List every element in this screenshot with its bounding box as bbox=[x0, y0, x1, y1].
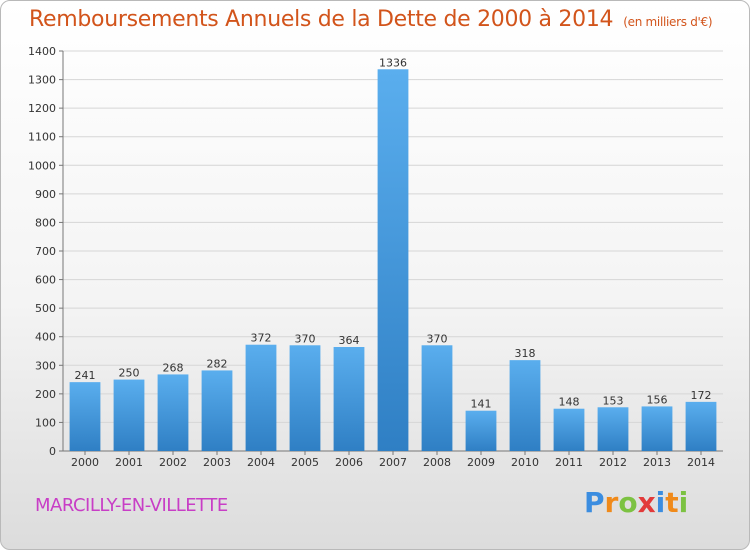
bar bbox=[157, 374, 189, 451]
data-label: 156 bbox=[647, 393, 668, 406]
y-tick-labels: 0 100 200 300 400 500 600 700 800 900 1000 1100 1200… bbox=[28, 45, 56, 458]
y-tick-label: 300 bbox=[35, 359, 56, 372]
data-label: 364 bbox=[339, 334, 360, 347]
data-label: 250 bbox=[119, 367, 140, 380]
bar bbox=[597, 407, 629, 451]
x-tick-label: 2010 bbox=[511, 456, 539, 469]
x-tick-label: 2014 bbox=[687, 456, 715, 469]
bar bbox=[685, 401, 717, 451]
y-tick-label: 900 bbox=[35, 188, 56, 201]
data-label: 1336 bbox=[379, 56, 407, 69]
logo-letter: P bbox=[584, 486, 605, 519]
x-tick-label: 2013 bbox=[643, 456, 671, 469]
bars bbox=[69, 69, 717, 452]
data-label: 148 bbox=[559, 396, 580, 409]
y-tick-label: 1300 bbox=[28, 74, 56, 87]
data-label: 370 bbox=[295, 332, 316, 345]
data-label: 370 bbox=[427, 332, 448, 345]
data-label: 282 bbox=[207, 357, 228, 370]
y-tick-label: 400 bbox=[35, 331, 56, 344]
y-tick-label: 100 bbox=[35, 416, 56, 429]
x-tick-label: 2008 bbox=[423, 456, 451, 469]
data-labels: 241 250 268 282 372 370 364 1336 370 141 318 148 153… bbox=[75, 56, 712, 410]
y-tick-label: 1100 bbox=[28, 131, 56, 144]
chart-unit: (en milliers d'€) bbox=[623, 15, 713, 29]
data-label: 372 bbox=[251, 332, 272, 345]
bar bbox=[553, 408, 585, 451]
data-label: 268 bbox=[163, 361, 184, 374]
x-tick-label: 2005 bbox=[291, 456, 319, 469]
y-tick-label: 0 bbox=[49, 445, 56, 458]
y-tick-label: 800 bbox=[35, 216, 56, 229]
data-label: 153 bbox=[603, 394, 624, 407]
data-label: 318 bbox=[515, 347, 536, 360]
bar bbox=[201, 370, 233, 451]
logo-letter: i bbox=[655, 486, 666, 519]
y-tick-label: 700 bbox=[35, 245, 56, 258]
y-tick-label: 200 bbox=[35, 388, 56, 401]
x-tick-label: 2001 bbox=[115, 456, 143, 469]
y-tick-label: 1200 bbox=[28, 102, 56, 115]
bar bbox=[69, 382, 101, 451]
y-tick-label: 600 bbox=[35, 274, 56, 287]
bar bbox=[333, 347, 365, 451]
bar bbox=[641, 406, 673, 451]
data-label: 241 bbox=[75, 369, 96, 382]
x-tick-label: 2006 bbox=[335, 456, 363, 469]
x-tick-label: 2002 bbox=[159, 456, 187, 469]
logo-letter: r bbox=[604, 486, 619, 519]
data-label: 141 bbox=[471, 398, 492, 411]
chart-title-text: Remboursements Annuels de la Dette de 20… bbox=[29, 7, 614, 32]
logo-letter: x bbox=[637, 486, 656, 519]
bar bbox=[377, 69, 409, 452]
x-tick-label: 2009 bbox=[467, 456, 495, 469]
x-tick-label: 2003 bbox=[203, 456, 231, 469]
y-tick-label: 1400 bbox=[28, 45, 56, 58]
commune-name: MARCILLY-EN-VILLETTE bbox=[35, 495, 228, 516]
bar bbox=[421, 345, 453, 451]
x-tick-label: 2000 bbox=[71, 456, 99, 469]
bar bbox=[465, 410, 497, 451]
x-tick-label: 2007 bbox=[379, 456, 407, 469]
y-tick-label: 1000 bbox=[28, 159, 56, 172]
bar bbox=[509, 360, 541, 451]
y-tick-label: 500 bbox=[35, 302, 56, 315]
logo-letter: i bbox=[678, 486, 689, 519]
bar bbox=[113, 379, 145, 451]
bar bbox=[245, 344, 277, 451]
logo-letter: o bbox=[618, 486, 638, 519]
logo-letter: t bbox=[665, 486, 679, 519]
bar bbox=[289, 345, 321, 451]
data-label: 172 bbox=[691, 389, 712, 402]
x-tick-label: 2012 bbox=[599, 456, 627, 469]
chart-title: Remboursements Annuels de la Dette de 20… bbox=[29, 7, 713, 32]
x-tick-label: 2011 bbox=[555, 456, 583, 469]
proxiti-logo: Proxiti bbox=[584, 486, 688, 519]
x-tick-labels: 2000 2001 2002 2003 2004 2005 2006 2007 2008 2009… bbox=[71, 456, 715, 469]
x-tick-label: 2004 bbox=[247, 456, 275, 469]
